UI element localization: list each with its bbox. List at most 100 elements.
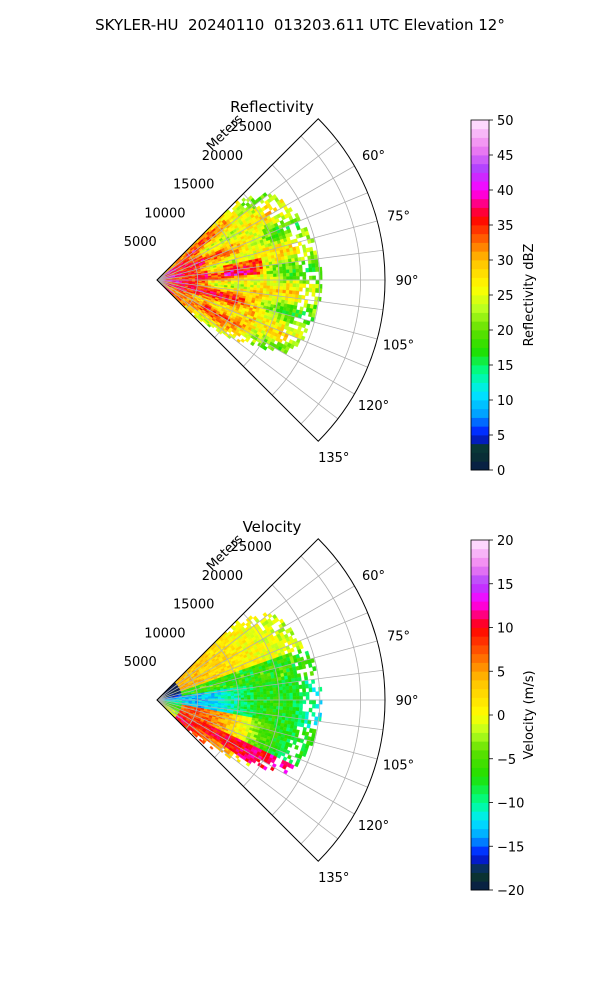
- radar-cell: [269, 267, 274, 272]
- radar-cell: [262, 612, 268, 618]
- colorbar-segment: [471, 146, 489, 156]
- radar-cell: [256, 285, 261, 289]
- radar-cell: [279, 289, 283, 294]
- colorbar-segment: [471, 181, 489, 191]
- radar-cell: [287, 207, 293, 213]
- radar-cell: [204, 697, 209, 699]
- colorbar-segment: [471, 155, 489, 165]
- radar-cell: [273, 702, 277, 707]
- radar-cell: [299, 699, 303, 704]
- radar-cell: [305, 267, 310, 273]
- radar-cell: [289, 286, 293, 291]
- radar-cell: [233, 693, 238, 697]
- colorbar-tick-label: 45: [497, 149, 514, 164]
- radar-cell: [234, 701, 238, 705]
- azimuth-tick-label: 120°: [358, 399, 389, 414]
- radar-cell: [279, 269, 284, 274]
- colorbar-tick-label: 20: [497, 324, 514, 339]
- radar-cell: [243, 692, 248, 696]
- radar-cell: [230, 275, 235, 279]
- radar-cell: [315, 288, 319, 293]
- radar-cell: [256, 277, 261, 281]
- radar-cell: [273, 276, 277, 281]
- radar-cell: [298, 707, 303, 712]
- radar-cell: [282, 269, 287, 274]
- radar-cell: [227, 695, 232, 699]
- radar-cell: [243, 275, 248, 278]
- figure-title: SKYLER-HU 20240110 013203.611 UTC Elevat…: [95, 16, 505, 34]
- radar-cell: [273, 279, 277, 284]
- colorbar-segment: [471, 225, 489, 235]
- radar-cell: [269, 276, 274, 281]
- radar-cell: [312, 283, 316, 289]
- radar-cell: [263, 699, 268, 704]
- radar-cell: [273, 273, 277, 278]
- radar-cell: [266, 285, 271, 290]
- radar-cell: [250, 282, 255, 286]
- radar-cell: [292, 740, 297, 746]
- radar-cell: [204, 277, 209, 279]
- radar-cell: [256, 702, 261, 706]
- radar-cell: [315, 704, 320, 709]
- radar-cell: [269, 693, 274, 698]
- radar-cell: [263, 691, 267, 695]
- colorbar-segment: [471, 172, 489, 182]
- radar-cell: [260, 699, 264, 703]
- radar-cell: [283, 699, 287, 704]
- radar-cell: [299, 692, 303, 697]
- radar-cell: [282, 689, 287, 694]
- radar-cell: [305, 711, 309, 717]
- sector-frame: [156, 118, 386, 442]
- radar-cell: [298, 264, 303, 269]
- radar-cell: [283, 279, 287, 284]
- radial-tick-label: 25000: [231, 120, 272, 135]
- radar-cell: [259, 705, 264, 709]
- radar-cell: [312, 250, 318, 256]
- radar-cell: [279, 699, 284, 704]
- radar-cell: [259, 271, 264, 275]
- radar-cell: [311, 263, 316, 268]
- radar-cell: [302, 692, 307, 697]
- radar-cell: [227, 275, 232, 279]
- radar-cell: [305, 683, 309, 689]
- radar-cell: [282, 769, 289, 775]
- radar-cell: [299, 279, 303, 284]
- radar-cell: [297, 649, 302, 655]
- radar-cell: [218, 330, 223, 335]
- radar-cell: [253, 269, 257, 273]
- radar-cell: [308, 287, 313, 293]
- azimuth-spoke: [156, 140, 339, 281]
- radar-cell: [214, 276, 219, 279]
- radar-cell: [299, 703, 303, 708]
- radar-cell: [279, 273, 284, 277]
- radar-cell: [308, 263, 313, 269]
- radar-cell: [221, 276, 225, 279]
- radar-cell: [263, 694, 268, 698]
- radar-cell: [246, 690, 251, 694]
- radar-cell: [295, 268, 300, 273]
- colorbar-segment: [471, 373, 489, 383]
- radar-cell: [311, 312, 316, 318]
- radar-cell: [286, 279, 290, 284]
- radar-cell: [269, 285, 274, 290]
- azimuth-tick-label: 75°: [387, 209, 410, 224]
- radar-cell: [246, 692, 251, 696]
- radar-cell: [292, 685, 296, 690]
- colorbar-segment: [471, 233, 489, 243]
- radar-cell: [286, 272, 290, 277]
- radar-cell: [289, 276, 294, 281]
- radar-cell: [273, 699, 277, 704]
- radar-cell: [289, 630, 295, 637]
- radar-cell: [279, 279, 284, 284]
- radar-cell: [266, 699, 271, 704]
- radar-cell: [279, 706, 284, 711]
- radar-cell: [256, 707, 261, 711]
- radar-cell: [311, 287, 316, 293]
- radar-cell: [311, 267, 316, 273]
- radar-cell: [214, 696, 219, 699]
- radar-cell: [256, 697, 261, 701]
- radar-cell: [315, 284, 320, 289]
- radar-cell: [279, 689, 284, 694]
